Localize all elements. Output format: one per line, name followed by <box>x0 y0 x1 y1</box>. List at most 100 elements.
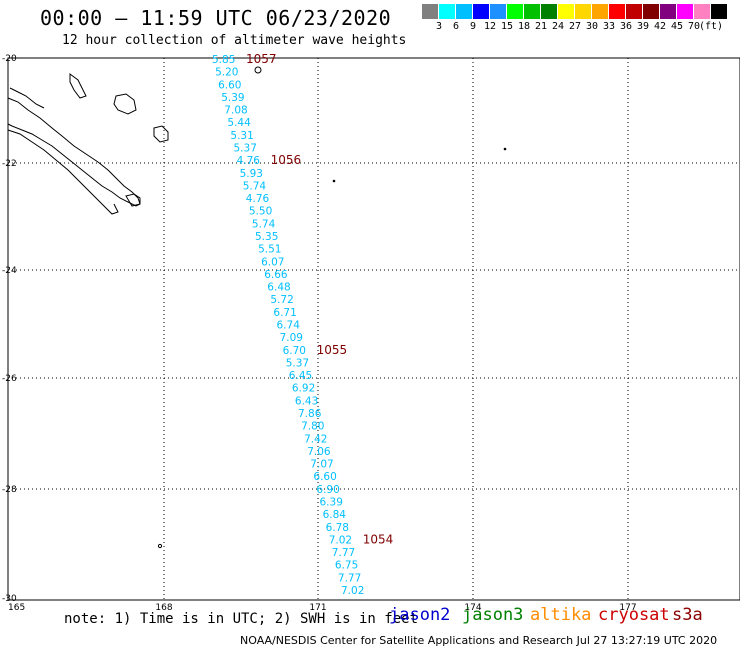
legend-label: 45 <box>670 21 684 32</box>
legend-swatch <box>541 4 558 19</box>
legend-label: 15 <box>500 21 514 32</box>
legend-label: 3 <box>435 21 443 32</box>
wave-height-value: 5.93 <box>240 168 263 180</box>
legend-swatch <box>439 4 456 19</box>
legend-label: 42 <box>653 21 667 32</box>
legend-label: 70 <box>687 21 701 32</box>
legend-altika: altika <box>530 605 592 625</box>
wave-height-value: 6.90 <box>316 484 339 496</box>
legend-swatch <box>456 4 473 19</box>
wave-height-value: 7.77 <box>338 572 361 584</box>
footer-credit: NOAA/NESDIS Center for Satellite Applica… <box>240 634 718 647</box>
color-legend <box>422 4 728 19</box>
legend-swatch <box>677 4 694 19</box>
footer-note: note: 1) Time is in UTC; 2) SWH is in fe… <box>64 611 419 627</box>
legend-swatch <box>575 4 592 19</box>
legend-label: 9 <box>469 21 477 32</box>
wave-height-value: 6.60 <box>313 471 336 483</box>
wave-height-value: 5.72 <box>270 294 293 306</box>
islet-2 <box>503 147 507 151</box>
altimeter-track: 5.855.206.605.397.085.445.315.374.765.93… <box>212 52 393 597</box>
legend-swatch <box>711 4 728 19</box>
track-id-label: 1056 <box>271 153 302 167</box>
wave-height-value: 5.74 <box>252 218 276 230</box>
wave-height-value: 6.71 <box>273 307 296 319</box>
legend-swatch <box>626 4 643 19</box>
legend-swatch <box>558 4 575 19</box>
legend-jason2: jason2 <box>389 605 451 625</box>
wave-height-value: 7.80 <box>301 421 324 433</box>
wave-height-value: 7.08 <box>224 105 247 117</box>
wave-height-value: 6.66 <box>264 269 288 281</box>
wave-height-value: 5.44 <box>227 117 251 129</box>
wave-height-value: 5.50 <box>249 206 272 218</box>
graticule: 165 168 171 174 177 -20 -22 -24 -26 -28 -30 <box>2 54 740 613</box>
wave-height-value: 6.78 <box>326 522 349 534</box>
wave-height-value: 7.09 <box>280 332 303 344</box>
lon-tick-label: 174 <box>464 603 481 613</box>
map-subtitle: 12 hour collection of altimeter wave hei… <box>62 33 407 48</box>
land-new-caledonia-inner <box>7 129 119 215</box>
wave-height-value: 5.39 <box>221 92 244 104</box>
land-new-caledonia <box>7 97 141 207</box>
legend-swatch <box>524 4 541 19</box>
wave-height-value: 7.06 <box>307 446 331 458</box>
legend-swatch <box>473 4 490 19</box>
wave-height-value: 5.31 <box>230 130 253 142</box>
lat-tick-label: -24 <box>2 266 17 276</box>
legend-label: 24 <box>551 21 565 32</box>
lat-tick-label: -30 <box>2 594 17 604</box>
legend-label: 21 <box>534 21 548 32</box>
wave-height-value: 6.75 <box>335 560 358 572</box>
wave-height-value: 4.76 <box>246 193 270 205</box>
legend-label: 36 <box>619 21 633 32</box>
legend-cryosat: cryosat <box>598 605 670 625</box>
wave-height-value: 6.07 <box>261 256 284 268</box>
wave-height-value: 6.45 <box>289 370 312 382</box>
wave-height-value: 7.02 <box>341 585 364 597</box>
wave-height-value: 5.85 <box>212 54 235 66</box>
lon-tick-label: 171 <box>309 603 326 613</box>
legend-label: 27 <box>568 21 582 32</box>
islet-3 <box>332 179 336 183</box>
legend-label: 18 <box>517 21 531 32</box>
track-id-label: 1057 <box>246 52 277 66</box>
track-id-label: 1055 <box>317 343 348 357</box>
wave-height-value: 6.43 <box>295 395 318 407</box>
lat-tick-label: -22 <box>2 159 17 169</box>
wave-height-value: 4.76 <box>237 155 261 167</box>
wave-height-value: 5.35 <box>255 231 278 243</box>
map-frame <box>7 57 740 601</box>
land-ouvea <box>69 73 87 99</box>
legend-label: 39 <box>636 21 650 32</box>
lat-tick-label: -20 <box>2 54 17 64</box>
wave-height-value: 7.07 <box>310 459 333 471</box>
wave-height-value: 5.37 <box>234 143 257 155</box>
wave-height-value: 5.37 <box>286 357 309 369</box>
legend-label: 6 <box>452 21 460 32</box>
wave-height-value: 5.20 <box>215 67 238 79</box>
wave-height-value: 7.77 <box>332 547 355 559</box>
wave-height-value: 7.02 <box>329 534 352 546</box>
legend-jason3: jason3 <box>462 605 524 625</box>
legend-label: (ft) <box>698 21 724 32</box>
legend-swatch <box>490 4 507 19</box>
legend-swatch <box>609 4 626 19</box>
lat-tick-label: -28 <box>2 485 17 495</box>
wave-height-value: 6.74 <box>277 320 301 332</box>
wave-height-value: 6.92 <box>292 383 315 395</box>
legend-label: 12 <box>483 21 497 32</box>
land-lifou <box>113 93 137 115</box>
wave-height-value: 6.70 <box>283 345 306 357</box>
land-isle-of-pines <box>125 193 141 207</box>
lon-tick-label: 168 <box>155 603 172 613</box>
legend-swatch <box>643 4 660 19</box>
land-new-caledonia-north <box>9 87 45 109</box>
legend-swatch <box>660 4 677 19</box>
wave-height-value: 6.84 <box>323 509 347 521</box>
track-id-label: 1054 <box>363 532 394 546</box>
wave-height-value: 5.51 <box>258 244 281 256</box>
lat-tick-label: -26 <box>2 374 17 384</box>
color-legend-labels: 3 6 9 12 15 18 21 24 27 30 33 36 39 42 45 70 (ft) <box>422 21 740 35</box>
